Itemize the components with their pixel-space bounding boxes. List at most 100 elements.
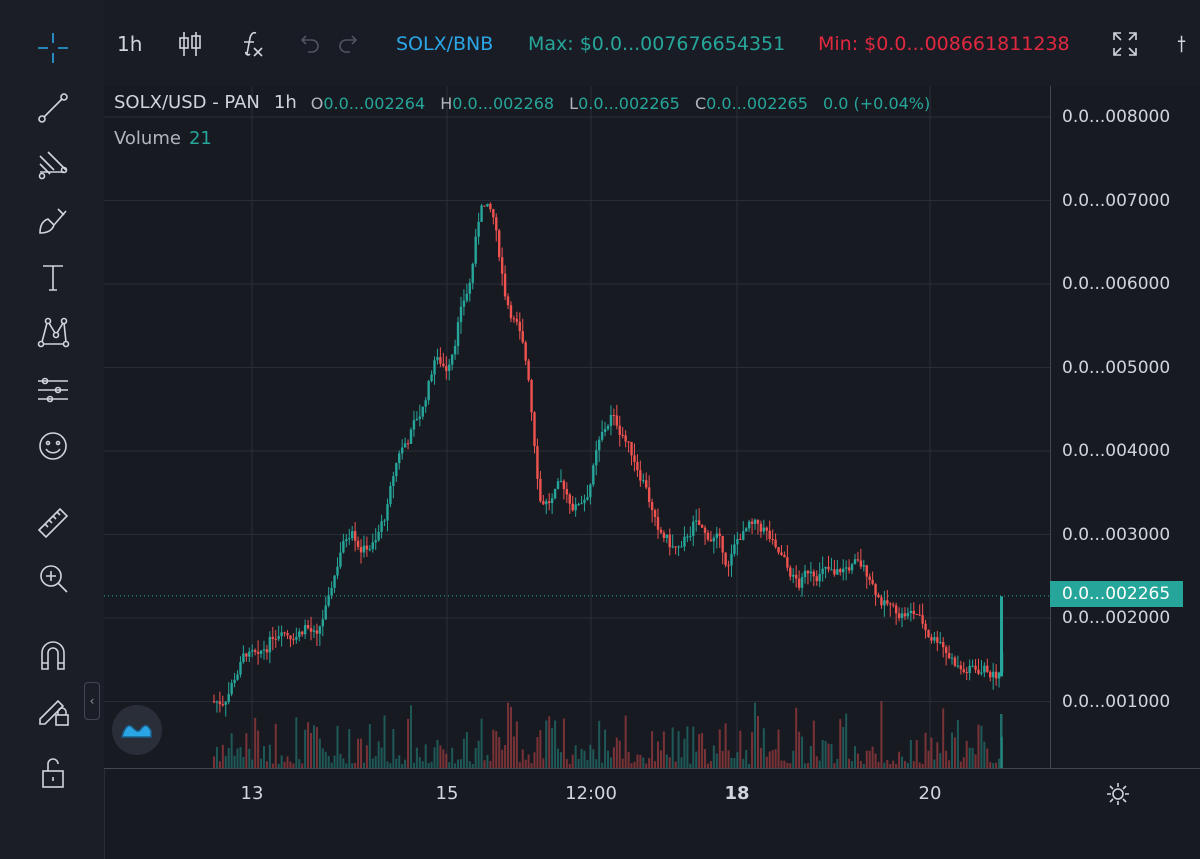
candle-body (941, 642, 945, 648)
candle-body (406, 443, 410, 445)
volume-bar (374, 756, 377, 768)
volume-bar (659, 750, 662, 768)
candle-body (330, 587, 333, 596)
emoji-icon[interactable] (33, 426, 73, 466)
volume-bar (624, 715, 627, 768)
legend-symbol[interactable]: SOLX/USD - PAN (114, 92, 260, 113)
interval-button[interactable]: 1h (117, 32, 143, 56)
volume-bar (815, 756, 818, 768)
candle-body (583, 499, 586, 504)
volume-bar (360, 738, 363, 768)
candle-body (944, 647, 948, 654)
volume-bar (968, 747, 971, 768)
candle-body (889, 603, 892, 605)
candle-body (833, 569, 836, 575)
volume-bar (489, 760, 492, 768)
volume-bar (392, 728, 395, 768)
candle-body (868, 576, 871, 580)
candle-body (997, 672, 1001, 679)
candle-body (268, 636, 272, 653)
magnet-icon[interactable] (33, 636, 73, 676)
fib-icon[interactable] (33, 145, 73, 185)
volume-bar (512, 736, 515, 768)
brush-icon[interactable] (33, 200, 73, 240)
candle-body (215, 701, 219, 703)
volume-bar (945, 750, 948, 768)
volume-bar (242, 756, 245, 768)
candle-body (221, 704, 225, 706)
volume-bar (677, 731, 680, 768)
candle-body (812, 571, 816, 577)
legend-high-key: H (440, 94, 453, 113)
candle-body (477, 221, 480, 237)
candle-body (759, 523, 763, 532)
price-axis[interactable] (1050, 86, 1200, 768)
settings-icon[interactable] (1104, 780, 1132, 808)
volume-bar (580, 748, 583, 768)
candle-body (645, 480, 648, 488)
volume-bar (948, 760, 951, 768)
camera-icon[interactable] (1176, 30, 1200, 58)
volume-bar (233, 755, 236, 768)
chart-pane[interactable] (104, 86, 1050, 768)
candle-body (377, 531, 380, 541)
candle-body (315, 630, 319, 634)
fullscreen-icon[interactable] (1112, 30, 1138, 58)
candle-body (239, 662, 242, 675)
zoom-icon[interactable] (33, 558, 73, 598)
legend-low-value: 0.0...002265 (578, 94, 680, 113)
crosshair-icon[interactable] (33, 28, 73, 68)
volume-bar (833, 763, 836, 768)
volume-bar (251, 759, 254, 768)
candle-body (306, 625, 310, 629)
volume-bar (842, 726, 845, 768)
candle-body (453, 345, 457, 355)
candle-body (445, 366, 448, 371)
trend-line-icon[interactable] (33, 88, 73, 128)
volume-bar (215, 747, 218, 768)
candle-body (356, 540, 360, 548)
text-icon[interactable] (33, 257, 73, 297)
volume-bar (298, 759, 301, 768)
candle-body (212, 701, 216, 703)
candle-body (744, 528, 748, 532)
volume-bar (530, 763, 533, 768)
collapse-toolbar-button[interactable]: ‹ (84, 682, 100, 720)
candle-body (492, 209, 495, 218)
candle-body (395, 463, 398, 477)
volume-bar (645, 763, 648, 768)
candle-body (730, 553, 733, 566)
volume-bar (809, 745, 812, 768)
candle-body (712, 537, 716, 542)
tradingview-logo[interactable] (112, 705, 162, 755)
volume-bar (545, 720, 548, 768)
candle-type-icon[interactable] (176, 30, 204, 58)
indicators-icon[interactable] (238, 30, 266, 58)
candle-body (359, 547, 363, 553)
candle-body (533, 412, 536, 447)
volume-bar (248, 748, 251, 768)
volume-bar (362, 762, 365, 768)
volume-bar (704, 749, 707, 768)
candle-body (389, 485, 392, 505)
volume-bar (851, 761, 854, 768)
volume-bar (801, 736, 804, 768)
price-chart[interactable] (104, 86, 1050, 768)
redo-icon[interactable] (338, 30, 362, 58)
candle-body (933, 637, 936, 641)
prediction-icon[interactable] (33, 370, 73, 410)
ruler-icon[interactable] (33, 503, 73, 543)
candle-body (871, 579, 874, 584)
volume-bar (959, 761, 962, 768)
volume-bar (407, 718, 410, 768)
candle-body (433, 360, 436, 375)
volume-bar (480, 718, 483, 768)
undo-icon[interactable] (296, 30, 320, 58)
pattern-icon[interactable] (33, 312, 73, 352)
pair-selector[interactable]: SOLX/BNB (396, 33, 494, 55)
lock-draw-icon[interactable] (33, 690, 73, 730)
candle-body (747, 521, 751, 529)
unlock-icon[interactable] (33, 752, 73, 792)
volume-bar (983, 741, 986, 768)
volume-bar (656, 741, 659, 768)
